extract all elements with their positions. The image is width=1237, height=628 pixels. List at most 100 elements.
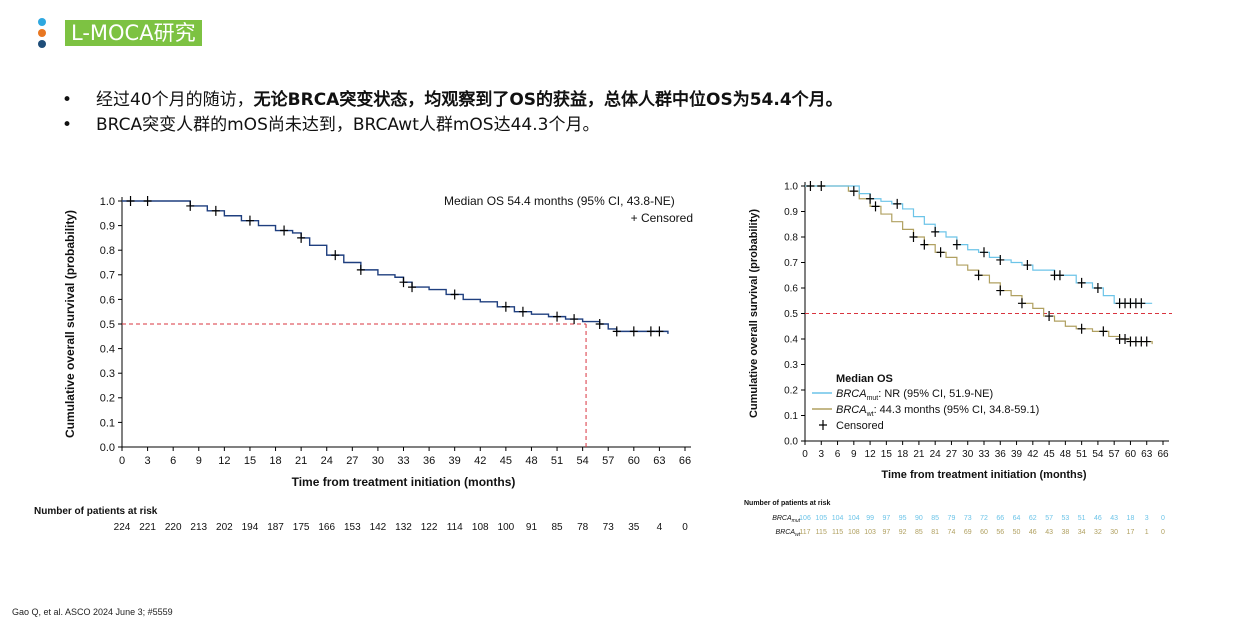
risk-count: 30	[1110, 529, 1118, 536]
risk-count: 105	[815, 515, 827, 522]
risk-count: 43	[1045, 529, 1053, 536]
risk-count: 221	[139, 522, 156, 533]
bullet-mark: •	[62, 90, 73, 110]
risk-count: 46	[1094, 515, 1102, 522]
y-tick-label: 0.7	[100, 270, 115, 282]
y-tick-label: 0.4	[784, 335, 798, 346]
censor-mark	[408, 282, 417, 293]
risk-count: 91	[526, 522, 538, 533]
censor-mark-mut	[1077, 277, 1086, 288]
risk-count: 108	[472, 522, 489, 533]
y-tick-label: 0.3	[784, 360, 798, 371]
page-title: L-MOCA研究	[65, 20, 202, 46]
risk-count: 99	[866, 515, 874, 522]
censor-mark	[211, 205, 220, 216]
risk-count: 60	[980, 529, 988, 536]
x-tick-label: 21	[913, 449, 925, 460]
x-tick-label: 36	[995, 449, 1007, 460]
censor-mark-mut	[931, 226, 940, 237]
censor-mark-wt	[936, 247, 945, 258]
censor-mark	[655, 326, 664, 337]
censor-mark	[646, 326, 655, 337]
x-tick-label: 15	[881, 449, 893, 460]
bullet-text: 经过40个月的随访，无论BRCA突变状态，均观察到了OS的获益，总体人群中位OS…	[96, 88, 843, 113]
y-tick-label: 0.3	[100, 368, 115, 380]
x-tick-label: 3	[818, 449, 824, 460]
censor-mark-mut	[1023, 260, 1032, 271]
censor-mark-mut	[866, 193, 875, 204]
risk-count: 0	[682, 522, 688, 533]
risk-count: 103	[864, 529, 876, 536]
risk-count: 32	[1094, 529, 1102, 536]
censor-mark-wt	[1121, 334, 1130, 344]
citation-footer: Gao Q, et al. ASCO 2024 June 3; #5559	[12, 607, 173, 617]
risk-count: 64	[1013, 515, 1021, 522]
bullet-list: • 经过40个月的随访，无论BRCA突变状态，均观察到了OS的获益，总体人群中位…	[62, 88, 843, 138]
risk-count: 114	[447, 522, 463, 533]
header-dot-orange	[38, 29, 46, 37]
censor-mark	[501, 301, 510, 312]
bullet-bold-text: 无论BRCA突变状态，均观察到了OS的获益，总体人群中位OS为54.4个月。	[253, 90, 843, 110]
x-tick-label: 66	[679, 455, 691, 467]
median-os-annotation: Median OS 54.4 months (95% CI, 43.8-NE)	[444, 194, 675, 208]
y-tick-label: 0.1	[784, 411, 798, 422]
risk-count: 95	[899, 515, 907, 522]
x-tick-label: 27	[346, 455, 358, 467]
y-tick-label: 0.6	[784, 284, 798, 295]
censor-mark-wt	[1077, 323, 1086, 334]
bullet-mark: •	[62, 115, 73, 135]
risk-count: 115	[832, 529, 843, 536]
risk-table-title: Number of patients at risk	[744, 500, 830, 507]
y-tick-label: 0.2	[784, 386, 798, 397]
censor-mark-mut	[806, 181, 815, 191]
bullet-plain-text: 经过40个月的随访，	[96, 90, 254, 110]
risk-count: 104	[848, 515, 860, 522]
risk-count: 43	[1110, 515, 1118, 522]
risk-count: 62	[1029, 515, 1037, 522]
risk-row-label: BRCAwt	[776, 529, 801, 538]
x-tick-label: 51	[551, 455, 563, 467]
risk-count: 4	[657, 522, 663, 533]
censor-mark	[245, 215, 254, 226]
censor-mark-mut	[1137, 298, 1146, 309]
x-tick-label: 24	[321, 455, 333, 467]
x-tick-label: 27	[946, 449, 958, 460]
x-tick-label: 57	[1109, 449, 1121, 460]
x-tick-label: 12	[865, 449, 877, 460]
censor-mark	[518, 306, 527, 317]
risk-count: 38	[1061, 529, 1069, 536]
x-axis-label: Time from treatment initiation (months)	[292, 475, 516, 489]
x-tick-label: 21	[295, 455, 307, 467]
risk-count: 213	[190, 522, 207, 533]
risk-count: 220	[165, 522, 182, 533]
censor-mark-wt	[1045, 311, 1054, 322]
censor-mark	[450, 289, 459, 300]
header-dot-blue	[38, 18, 46, 26]
y-tick-label: 1.0	[100, 196, 115, 208]
risk-count: 35	[628, 522, 640, 533]
censor-mark-mut	[980, 247, 988, 258]
risk-count: 34	[1078, 529, 1086, 536]
censor-mark-mut	[952, 239, 961, 250]
censor-mark-mut	[996, 254, 1005, 265]
risk-count: 56	[996, 529, 1004, 536]
risk-count: 100	[498, 522, 515, 533]
x-tick-label: 6	[835, 449, 841, 460]
x-tick-label: 60	[1125, 449, 1137, 460]
censored-legend: Censored	[836, 420, 884, 432]
risk-count: 0	[1161, 515, 1165, 522]
risk-count: 81	[931, 529, 939, 536]
y-tick-label: 0.0	[100, 442, 115, 454]
risk-count: 92	[899, 529, 907, 536]
x-axis-label: Time from treatment initiation (months)	[881, 469, 1086, 481]
censor-mark	[297, 232, 306, 243]
risk-count: 142	[370, 522, 387, 533]
censor-mark	[356, 264, 365, 275]
censor-mark	[399, 277, 408, 288]
censor-mark	[570, 314, 579, 325]
risk-count: 72	[980, 515, 988, 522]
y-tick-label: 0.9	[100, 220, 115, 232]
x-tick-label: 3	[145, 455, 151, 467]
risk-count: 46	[1029, 529, 1037, 536]
risk-count: 117	[799, 529, 810, 536]
